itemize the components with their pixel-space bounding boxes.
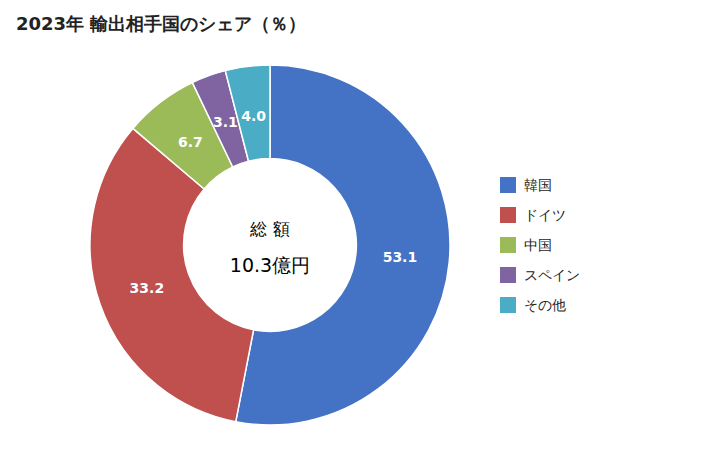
- slice: [225, 65, 270, 161]
- legend-item: 韓国: [500, 177, 552, 193]
- data-label: 53.1: [383, 249, 418, 265]
- center-annotation: 10.3億円: [230, 254, 310, 276]
- legend-label: その他: [524, 297, 566, 313]
- legend-item: 中国: [500, 237, 552, 253]
- legend-item: ドイツ: [500, 207, 566, 223]
- legend-swatch: [500, 177, 516, 193]
- center-annotation: 総 額: [249, 219, 289, 239]
- data-label: 3.1: [213, 114, 238, 130]
- legend: 韓国ドイツ中国スペインその他: [500, 177, 580, 313]
- legend-swatch: [500, 207, 516, 223]
- legend-label: 中国: [524, 237, 552, 253]
- data-label: 4.0: [241, 108, 266, 124]
- slices: [90, 65, 450, 425]
- legend-swatch: [500, 267, 516, 283]
- legend-swatch: [500, 237, 516, 253]
- legend-label: スペイン: [524, 267, 580, 283]
- legend-item: スペイン: [500, 267, 580, 283]
- legend-label: ドイツ: [524, 207, 566, 223]
- data-label: 33.2: [130, 280, 165, 296]
- data-label: 6.7: [178, 134, 203, 150]
- legend-label: 韓国: [524, 177, 552, 193]
- legend-item: その他: [500, 297, 566, 313]
- title: 2023年 輸出相手国のシェア（％）: [16, 13, 306, 34]
- texts: 53.1 33.2 6.7 3.14.0 総 額 10.3億円: [130, 108, 418, 297]
- chart: 2023年 輸出相手国のシェア（％） 53.1 33.2 6.7 3.14.0 総 額 10…: [0, 0, 728, 450]
- legend-swatch: [500, 297, 516, 313]
